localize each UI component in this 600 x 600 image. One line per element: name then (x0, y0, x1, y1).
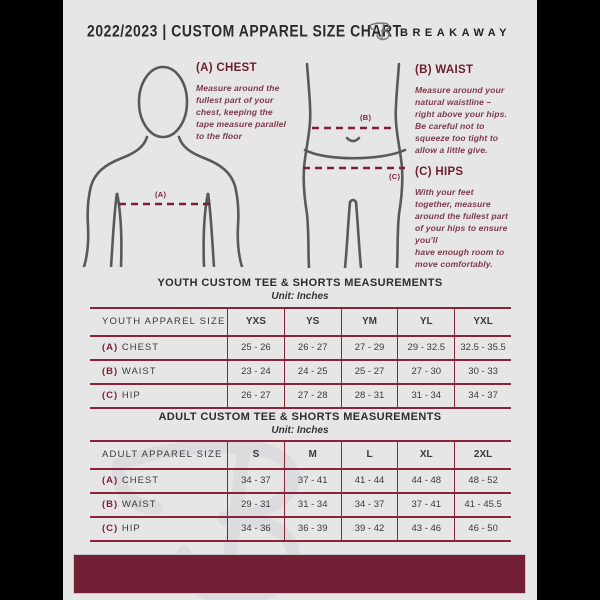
table-cell: 39 - 42 (340, 518, 398, 540)
row-label: (A) CHEST (90, 337, 227, 359)
table-cell: 27 - 30 (397, 361, 454, 383)
brand-lockup: BREAKAWAY (367, 18, 511, 44)
table-cell: 36 - 39 (283, 518, 341, 540)
row-label: (C) HIP (90, 518, 227, 540)
table-cell: 24 - 25 (283, 361, 341, 383)
hips-guide-heading: (C) HIPS (415, 166, 464, 178)
adult-size-table: ADULT APPAREL SIZE S M L XL 2XL (A) CHES… (90, 440, 511, 542)
table-row: (B) WAIST 23 - 24 24 - 25 25 - 27 27 - 3… (90, 359, 511, 383)
table-cell: 37 - 41 (397, 494, 454, 516)
row-label-text: CHEST (121, 475, 160, 486)
table-cell: 44 - 48 (397, 470, 454, 492)
table-cell: 23 - 24 (227, 361, 284, 383)
chest-guide-heading: (A) CHEST (196, 62, 257, 74)
table-cell: 27 - 29 (340, 337, 398, 359)
column-header: YXL (454, 309, 511, 335)
waist-guide-heading: (B) WAIST (415, 64, 474, 76)
table-cell: 34 - 36 (227, 518, 284, 540)
column-header: YL (397, 309, 454, 335)
table-cell: 41 - 45.5 (454, 494, 511, 516)
table-row: (A) CHEST 25 - 26 26 - 27 27 - 29 29 - 3… (90, 335, 511, 359)
table-cell: 25 - 26 (227, 337, 284, 359)
row-label-text: HIP (121, 390, 141, 401)
hips-guide-text: With your feet together, measure around … (415, 187, 509, 270)
table-cell: 32.5 - 35.5 (454, 337, 511, 359)
column-header: YOUTH APPAREL SIZE (102, 316, 226, 327)
table-cell: 29 - 31 (227, 494, 284, 516)
table-cell: 34 - 37 (454, 385, 511, 407)
column-header: XL (397, 442, 454, 468)
column-header: YM (340, 309, 398, 335)
table-cell: 41 - 44 (340, 470, 398, 492)
column-header: S (227, 442, 284, 468)
table-header-row: YOUTH APPAREL SIZE YXS YS YM YL YXL (90, 307, 511, 335)
table-cell: 31 - 34 (283, 494, 341, 516)
table-row: (A) CHEST 34 - 37 37 - 41 41 - 44 44 - 4… (90, 468, 511, 492)
column-header: YS (283, 309, 341, 335)
table-cell: 28 - 31 (340, 385, 398, 407)
lower-body-figure (302, 62, 407, 268)
row-label: (A) CHEST (90, 470, 227, 492)
page-title: 2022/2023 | CUSTOM APPAREL SIZE CHART (87, 22, 402, 41)
column-header: 2XL (454, 442, 511, 468)
adult-table-unit: Unit: Inches (271, 425, 329, 436)
column-header: L (340, 442, 398, 468)
row-label-text: WAIST (121, 366, 157, 377)
table-cell: 34 - 37 (227, 470, 284, 492)
table-cell: 43 - 46 (397, 518, 454, 540)
hip-line-label: (C) (389, 172, 401, 181)
b-logo-icon (369, 22, 390, 41)
table-header-row: ADULT APPAREL SIZE S M L XL 2XL (90, 440, 511, 468)
brand-name: BREAKAWAY (400, 27, 511, 39)
youth-table-unit: Unit: Inches (271, 291, 329, 302)
chest-line-label: (A) (155, 190, 167, 199)
waist-guide-text: Measure around your natural waistline – … (415, 85, 507, 156)
table-cell: 48 - 52 (454, 470, 511, 492)
table-cell: 26 - 27 (227, 385, 284, 407)
row-label: (B) WAIST (90, 361, 227, 383)
row-label-prefix: (C) (102, 523, 119, 534)
row-label: (B) WAIST (90, 494, 227, 516)
row-label-text: WAIST (121, 499, 157, 510)
table-cell: 31 - 34 (397, 385, 454, 407)
waist-line-label: (B) (360, 113, 372, 122)
table-cell: 34 - 37 (340, 494, 398, 516)
row-label-text: HIP (121, 523, 141, 534)
size-chart-page: 2022/2023 | CUSTOM APPAREL SIZE CHART BR… (63, 0, 537, 600)
table-row: (C) HIP 34 - 36 36 - 39 39 - 42 43 - 46 … (90, 516, 511, 542)
row-label-prefix: (B) (102, 499, 119, 510)
chest-guide-text: Measure around the fullest part of your … (196, 83, 286, 142)
row-label-prefix: (A) (102, 475, 119, 486)
table-row: (C) HIP 26 - 27 27 - 28 28 - 31 31 - 34 … (90, 383, 511, 409)
column-header: ADULT APPAREL SIZE (102, 449, 223, 460)
table-row: (B) WAIST 29 - 31 31 - 34 34 - 37 37 - 4… (90, 492, 511, 516)
row-label-prefix: (C) (102, 390, 119, 401)
table-cell: 29 - 32.5 (397, 337, 454, 359)
torso-figure (82, 65, 244, 267)
table-cell: 27 - 28 (283, 385, 341, 407)
table-cell: 25 - 27 (340, 361, 398, 383)
adult-table-title: ADULT CUSTOM TEE & SHORTS MEASUREMENTS (158, 411, 442, 423)
row-label-prefix: (B) (102, 366, 119, 377)
row-label-text: CHEST (121, 342, 160, 353)
youth-size-table: YOUTH APPAREL SIZE YXS YS YM YL YXL (A) … (90, 307, 511, 409)
column-header: YXS (227, 309, 284, 335)
table-cell: 46 - 50 (454, 518, 511, 540)
table-cell: 37 - 41 (283, 470, 341, 492)
footer-bar (73, 554, 526, 594)
youth-table-title: YOUTH CUSTOM TEE & SHORTS MEASUREMENTS (157, 277, 443, 289)
table-cell: 30 - 33 (454, 361, 511, 383)
table-cell: 26 - 27 (283, 337, 341, 359)
row-label: (C) HIP (90, 385, 227, 407)
row-label-prefix: (A) (102, 342, 119, 353)
column-header: M (283, 442, 341, 468)
